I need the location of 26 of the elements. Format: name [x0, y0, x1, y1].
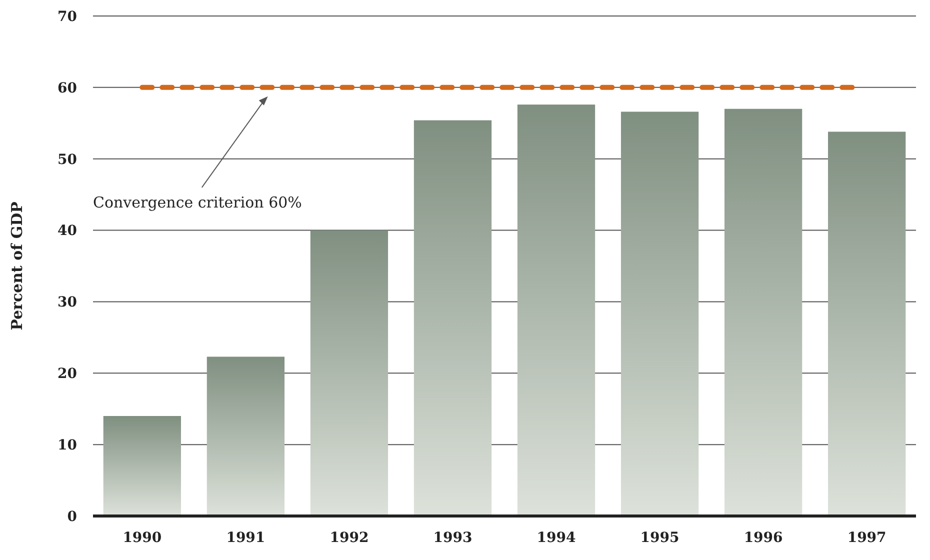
x-tick-label: 1995: [640, 530, 680, 546]
bar: [206, 356, 285, 516]
y-tick-label: 30: [58, 294, 78, 311]
y-axis-title: Percent of GDP: [8, 202, 26, 330]
annotation: Convergence criterion 60%: [93, 193, 302, 212]
x-tick-label: 1994: [536, 530, 576, 546]
y-tick-label: 60: [58, 80, 78, 96]
x-tick-label: 1993: [433, 530, 472, 546]
y-tick-label: 50: [58, 152, 78, 168]
x-tick-label: 1990: [122, 530, 162, 546]
y-tick-label: 10: [58, 437, 78, 454]
bar: [103, 416, 181, 516]
bar: [414, 120, 492, 516]
x-tick-label: 1996: [744, 530, 783, 546]
x-tick-label: 1997: [847, 530, 886, 546]
bar: [724, 108, 802, 516]
x-tick-label: 1991: [226, 530, 266, 546]
bar: [828, 132, 906, 516]
x-tick-label: 1992: [330, 530, 369, 546]
bar: [517, 104, 596, 516]
y-tick-label: 0: [67, 508, 78, 525]
y-tick-label: 40: [58, 223, 78, 240]
bar: [310, 230, 388, 516]
y-tick-label: 20: [58, 366, 78, 382]
y-tick-label: 70: [58, 8, 78, 25]
bar: [620, 112, 699, 516]
